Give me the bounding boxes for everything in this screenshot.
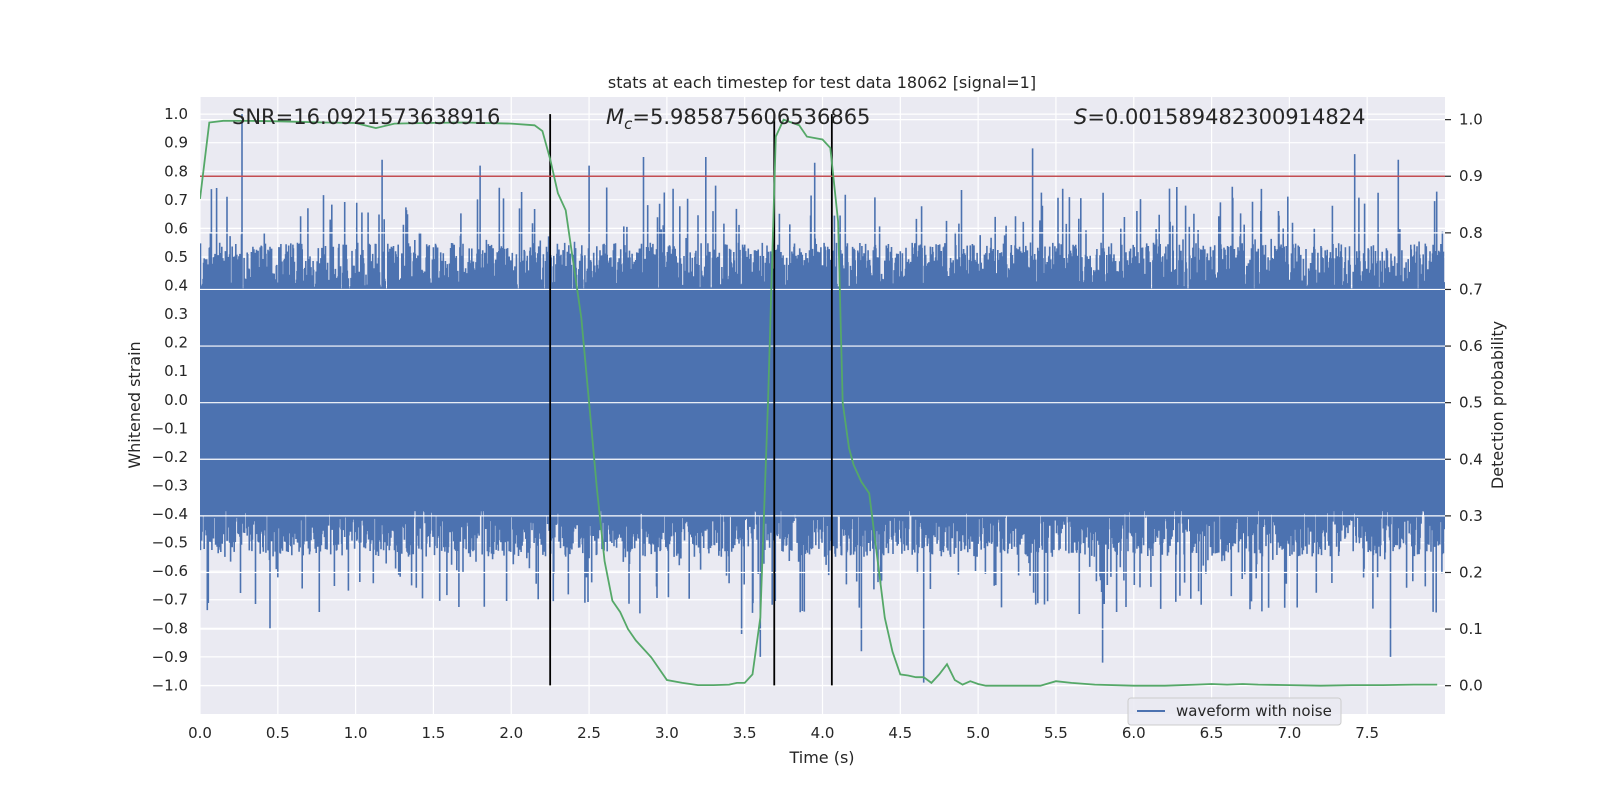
s-value: =0.001589482300914824 <box>1087 105 1365 129</box>
y-left-tick-label: 0.5 <box>164 248 188 266</box>
x-tick-label: 7.0 <box>1277 724 1301 742</box>
s-annotation: S=0.001589482300914824 <box>1074 105 1365 129</box>
x-tick-label: 7.5 <box>1355 724 1379 742</box>
x-tick-label: 2.0 <box>499 724 523 742</box>
x-axis-title: Time (s) <box>788 748 854 767</box>
y-right-tick-label: 0.0 <box>1459 677 1483 695</box>
y-right-tick-label: 0.3 <box>1459 507 1483 525</box>
y-left-tick-label: 0.8 <box>164 162 188 180</box>
x-axis-ticks: 0.0 0.5 1.0 1.5 2.0 2.5 3.0 3.5 4.0 4.5 5.0 5.5 6.0 6… <box>188 724 1379 742</box>
x-tick-label: 0.0 <box>188 724 212 742</box>
y-left-tick-label: −0.8 <box>152 619 188 637</box>
y-left-axis-title: Whitened strain <box>125 341 144 468</box>
y-left-tick-label: −0.2 <box>152 448 188 466</box>
x-tick-label: 6.0 <box>1122 724 1146 742</box>
x-tick-label: 5.5 <box>1044 724 1068 742</box>
snr-annotation: SNR=16.0921573638916 <box>232 105 500 129</box>
s-symbol: S <box>1074 105 1087 129</box>
x-tick-label: 0.5 <box>266 724 290 742</box>
x-tick-label: 4.0 <box>811 724 835 742</box>
x-tick-label: 1.5 <box>422 724 446 742</box>
y-right-tick-label: 0.2 <box>1459 563 1483 581</box>
legend-box <box>1127 697 1342 726</box>
chirp-mass-subscript: c <box>624 115 633 133</box>
y-left-tick-label: 0.4 <box>164 277 188 295</box>
y-left-tick-label: 0.1 <box>164 362 188 380</box>
y-left-tick-label: 0.6 <box>164 219 188 237</box>
y-left-tick-label: 0.3 <box>164 305 188 323</box>
chirp-mass-symbol: M <box>606 105 624 129</box>
y-left-tick-label: 0.0 <box>164 391 188 409</box>
y-left-tick-label: 0.9 <box>164 134 188 152</box>
x-tick-label: 3.0 <box>655 724 679 742</box>
y-right-tick-label: 0.9 <box>1459 167 1483 185</box>
legend-label-waveform: waveform with noise <box>1176 702 1332 720</box>
y-left-tick-label: 1.0 <box>164 105 188 123</box>
chirp-mass-annotation: Mc=5.985875606536865 <box>606 105 870 133</box>
y-right-axis-ticks: 1.0 0.9 0.8 0.7 0.6 0.5 0.4 0.3 0.2 0.1 0.0 <box>1445 111 1483 695</box>
x-tick-label: 6.5 <box>1200 724 1224 742</box>
y-left-tick-label: 0.2 <box>164 334 188 352</box>
y-right-tick-label: 1.0 <box>1459 111 1483 129</box>
x-tick-label: 4.5 <box>888 724 912 742</box>
y-left-tick-label: −0.5 <box>152 534 188 552</box>
y-left-tick-label: −1.0 <box>152 676 188 694</box>
chart-title: stats at each timestep for test data 180… <box>608 73 1036 92</box>
y-left-tick-label: −0.4 <box>152 505 188 523</box>
detection-probability-line <box>200 118 1438 687</box>
y-left-tick-label: −0.3 <box>152 476 188 494</box>
x-tick-label: 3.5 <box>733 724 757 742</box>
y-left-axis-ticks: 1.0 0.9 0.8 0.7 0.6 0.5 0.4 0.3 0.2 0.1 0.0 −0.1 −0.… <box>152 105 188 694</box>
y-left-tick-label: −0.7 <box>152 591 188 609</box>
y-right-tick-label: 0.5 <box>1459 394 1483 412</box>
y-right-tick-label: 0.1 <box>1459 620 1483 638</box>
waveform-dense-band <box>200 288 1445 512</box>
y-right-tick-label: 0.4 <box>1459 450 1483 468</box>
y-right-tick-label: 0.8 <box>1459 224 1483 242</box>
chirp-mass-value: =5.985875606536865 <box>632 105 870 129</box>
x-tick-label: 5.0 <box>966 724 990 742</box>
y-right-axis-title: Detection probability <box>1488 321 1507 489</box>
y-left-tick-label: −0.1 <box>152 419 188 437</box>
legend: waveform with noise <box>1127 697 1342 726</box>
y-right-tick-label: 0.7 <box>1459 280 1483 298</box>
y-left-tick-label: 0.7 <box>164 191 188 209</box>
waveform-series <box>200 114 1445 683</box>
y-left-tick-label: −0.9 <box>152 648 188 666</box>
x-tick-label: 1.0 <box>344 724 368 742</box>
y-right-tick-label: 0.6 <box>1459 337 1483 355</box>
x-tick-label: 2.5 <box>577 724 601 742</box>
y-left-tick-label: −0.6 <box>152 562 188 580</box>
